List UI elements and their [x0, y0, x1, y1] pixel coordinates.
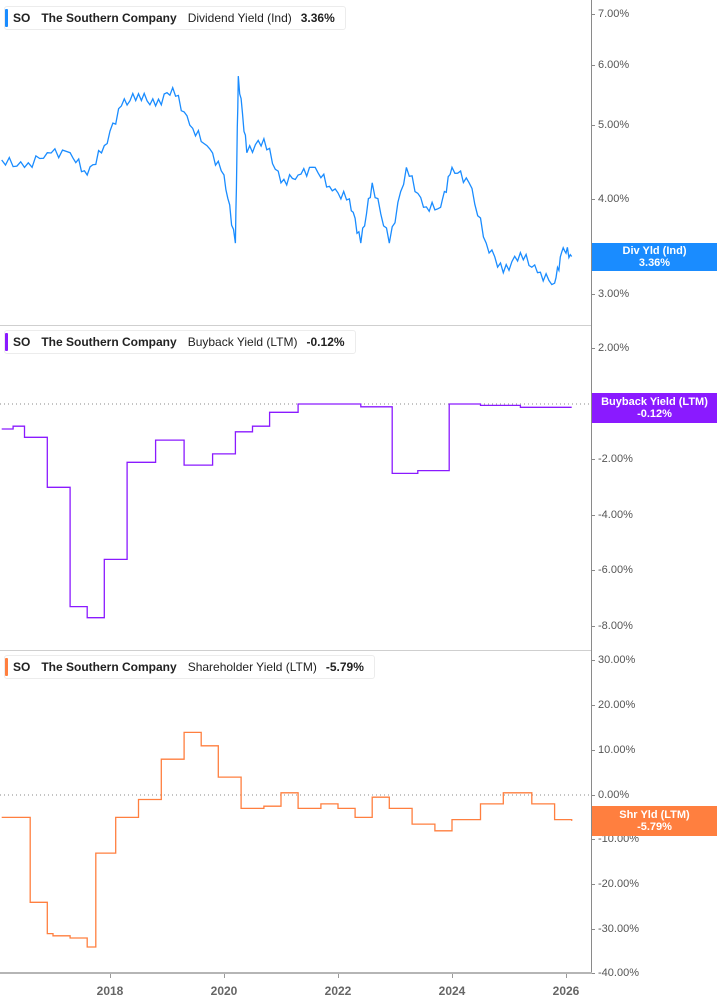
y-label: 0.00% [598, 789, 630, 801]
x-label: 2020 [210, 984, 238, 998]
y-tick [592, 515, 595, 516]
y-label: -2.00% [598, 453, 633, 465]
y-label: -4.00% [598, 509, 633, 521]
y-tick [592, 626, 595, 627]
y-label: 4.00% [598, 193, 630, 205]
y-label: 5.00% [598, 119, 630, 131]
buyback-yield-line [1, 403, 572, 619]
x-tick [110, 974, 111, 978]
legend-value: 3.36% [300, 11, 335, 25]
x-label: 2018 [96, 984, 124, 998]
badge-value: 3.36% [638, 257, 671, 269]
y-tick [592, 14, 595, 15]
y-tick [592, 294, 595, 295]
y-tick [592, 750, 595, 751]
y-tick [592, 884, 595, 885]
x-label: 2022 [324, 984, 352, 998]
x-tick [224, 974, 225, 978]
y-label: -30.00% [598, 923, 639, 935]
y-label: 3.00% [598, 288, 630, 300]
y-tick [592, 459, 595, 460]
panel-divider [0, 325, 592, 326]
current-value-badge-buyback: Buyback Yield (LTM) -0.12% [592, 393, 717, 423]
y-label: -8.00% [598, 620, 633, 632]
legend-ticker: SO [13, 660, 31, 674]
y-label: -6.00% [598, 564, 633, 576]
y-tick [592, 795, 595, 796]
y-tick [592, 705, 595, 706]
series-color-swatch [5, 658, 8, 676]
y-tick [592, 199, 595, 200]
panel-divider [0, 650, 592, 651]
chart-plot-area[interactable] [0, 0, 592, 1005]
y-label: -40.00% [598, 967, 639, 979]
y-tick [592, 570, 595, 571]
x-label: 2024 [438, 984, 466, 998]
y-label: 30.00% [598, 654, 636, 666]
legend-shareholder-yield[interactable]: SO The Southern Company Shareholder Yiel… [4, 655, 375, 679]
legend-company: The Southern Company [41, 660, 177, 674]
dividend-yield-line [1, 76, 573, 286]
badge-value: -5.79% [637, 821, 672, 833]
y-label: 2.00% [598, 342, 630, 354]
x-tick [338, 974, 339, 978]
x-tick [452, 974, 453, 978]
y-tick [592, 125, 595, 126]
legend-company: The Southern Company [41, 335, 177, 349]
y-tick [592, 929, 595, 930]
x-label: 2026 [552, 984, 580, 998]
series-color-swatch [5, 9, 8, 27]
legend-metric: Buyback Yield (LTM) [187, 335, 298, 349]
badge-label: Shr Yld (LTM) [619, 809, 690, 821]
x-tick [566, 974, 567, 978]
shareholder-yield-line [1, 731, 573, 948]
legend-value: -5.79% [325, 660, 364, 674]
legend-metric: Dividend Yield (Ind) [187, 11, 292, 25]
y-label: 10.00% [598, 744, 636, 756]
y-axis-line [591, 0, 592, 973]
legend-ticker: SO [13, 335, 31, 349]
legend-metric: Shareholder Yield (LTM) [187, 660, 317, 674]
y-tick [592, 348, 595, 349]
y-tick [592, 65, 595, 66]
y-label: 6.00% [598, 59, 630, 71]
badge-label: Buyback Yield (LTM) [601, 396, 708, 408]
current-value-badge-shareholder: Shr Yld (LTM) -5.79% [592, 806, 717, 836]
series-color-swatch [5, 333, 8, 351]
x-axis-line [0, 972, 592, 974]
y-tick [592, 839, 595, 840]
badge-value: -0.12% [637, 408, 672, 420]
legend-value: -0.12% [306, 335, 345, 349]
y-tick [592, 660, 595, 661]
y-tick [592, 973, 595, 974]
legend-ticker: SO [13, 11, 31, 25]
badge-label: Div Yld (Ind) [622, 245, 687, 257]
y-label: -20.00% [598, 878, 639, 890]
y-label: -10.00% [598, 833, 639, 845]
y-label: 7.00% [598, 8, 630, 20]
legend-dividend-yield[interactable]: SO The Southern Company Dividend Yield (… [4, 6, 346, 30]
legend-buyback-yield[interactable]: SO The Southern Company Buyback Yield (L… [4, 330, 356, 354]
current-value-badge-dividend: Div Yld (Ind) 3.36% [592, 243, 717, 271]
legend-company: The Southern Company [41, 11, 177, 25]
y-label: 20.00% [598, 699, 636, 711]
